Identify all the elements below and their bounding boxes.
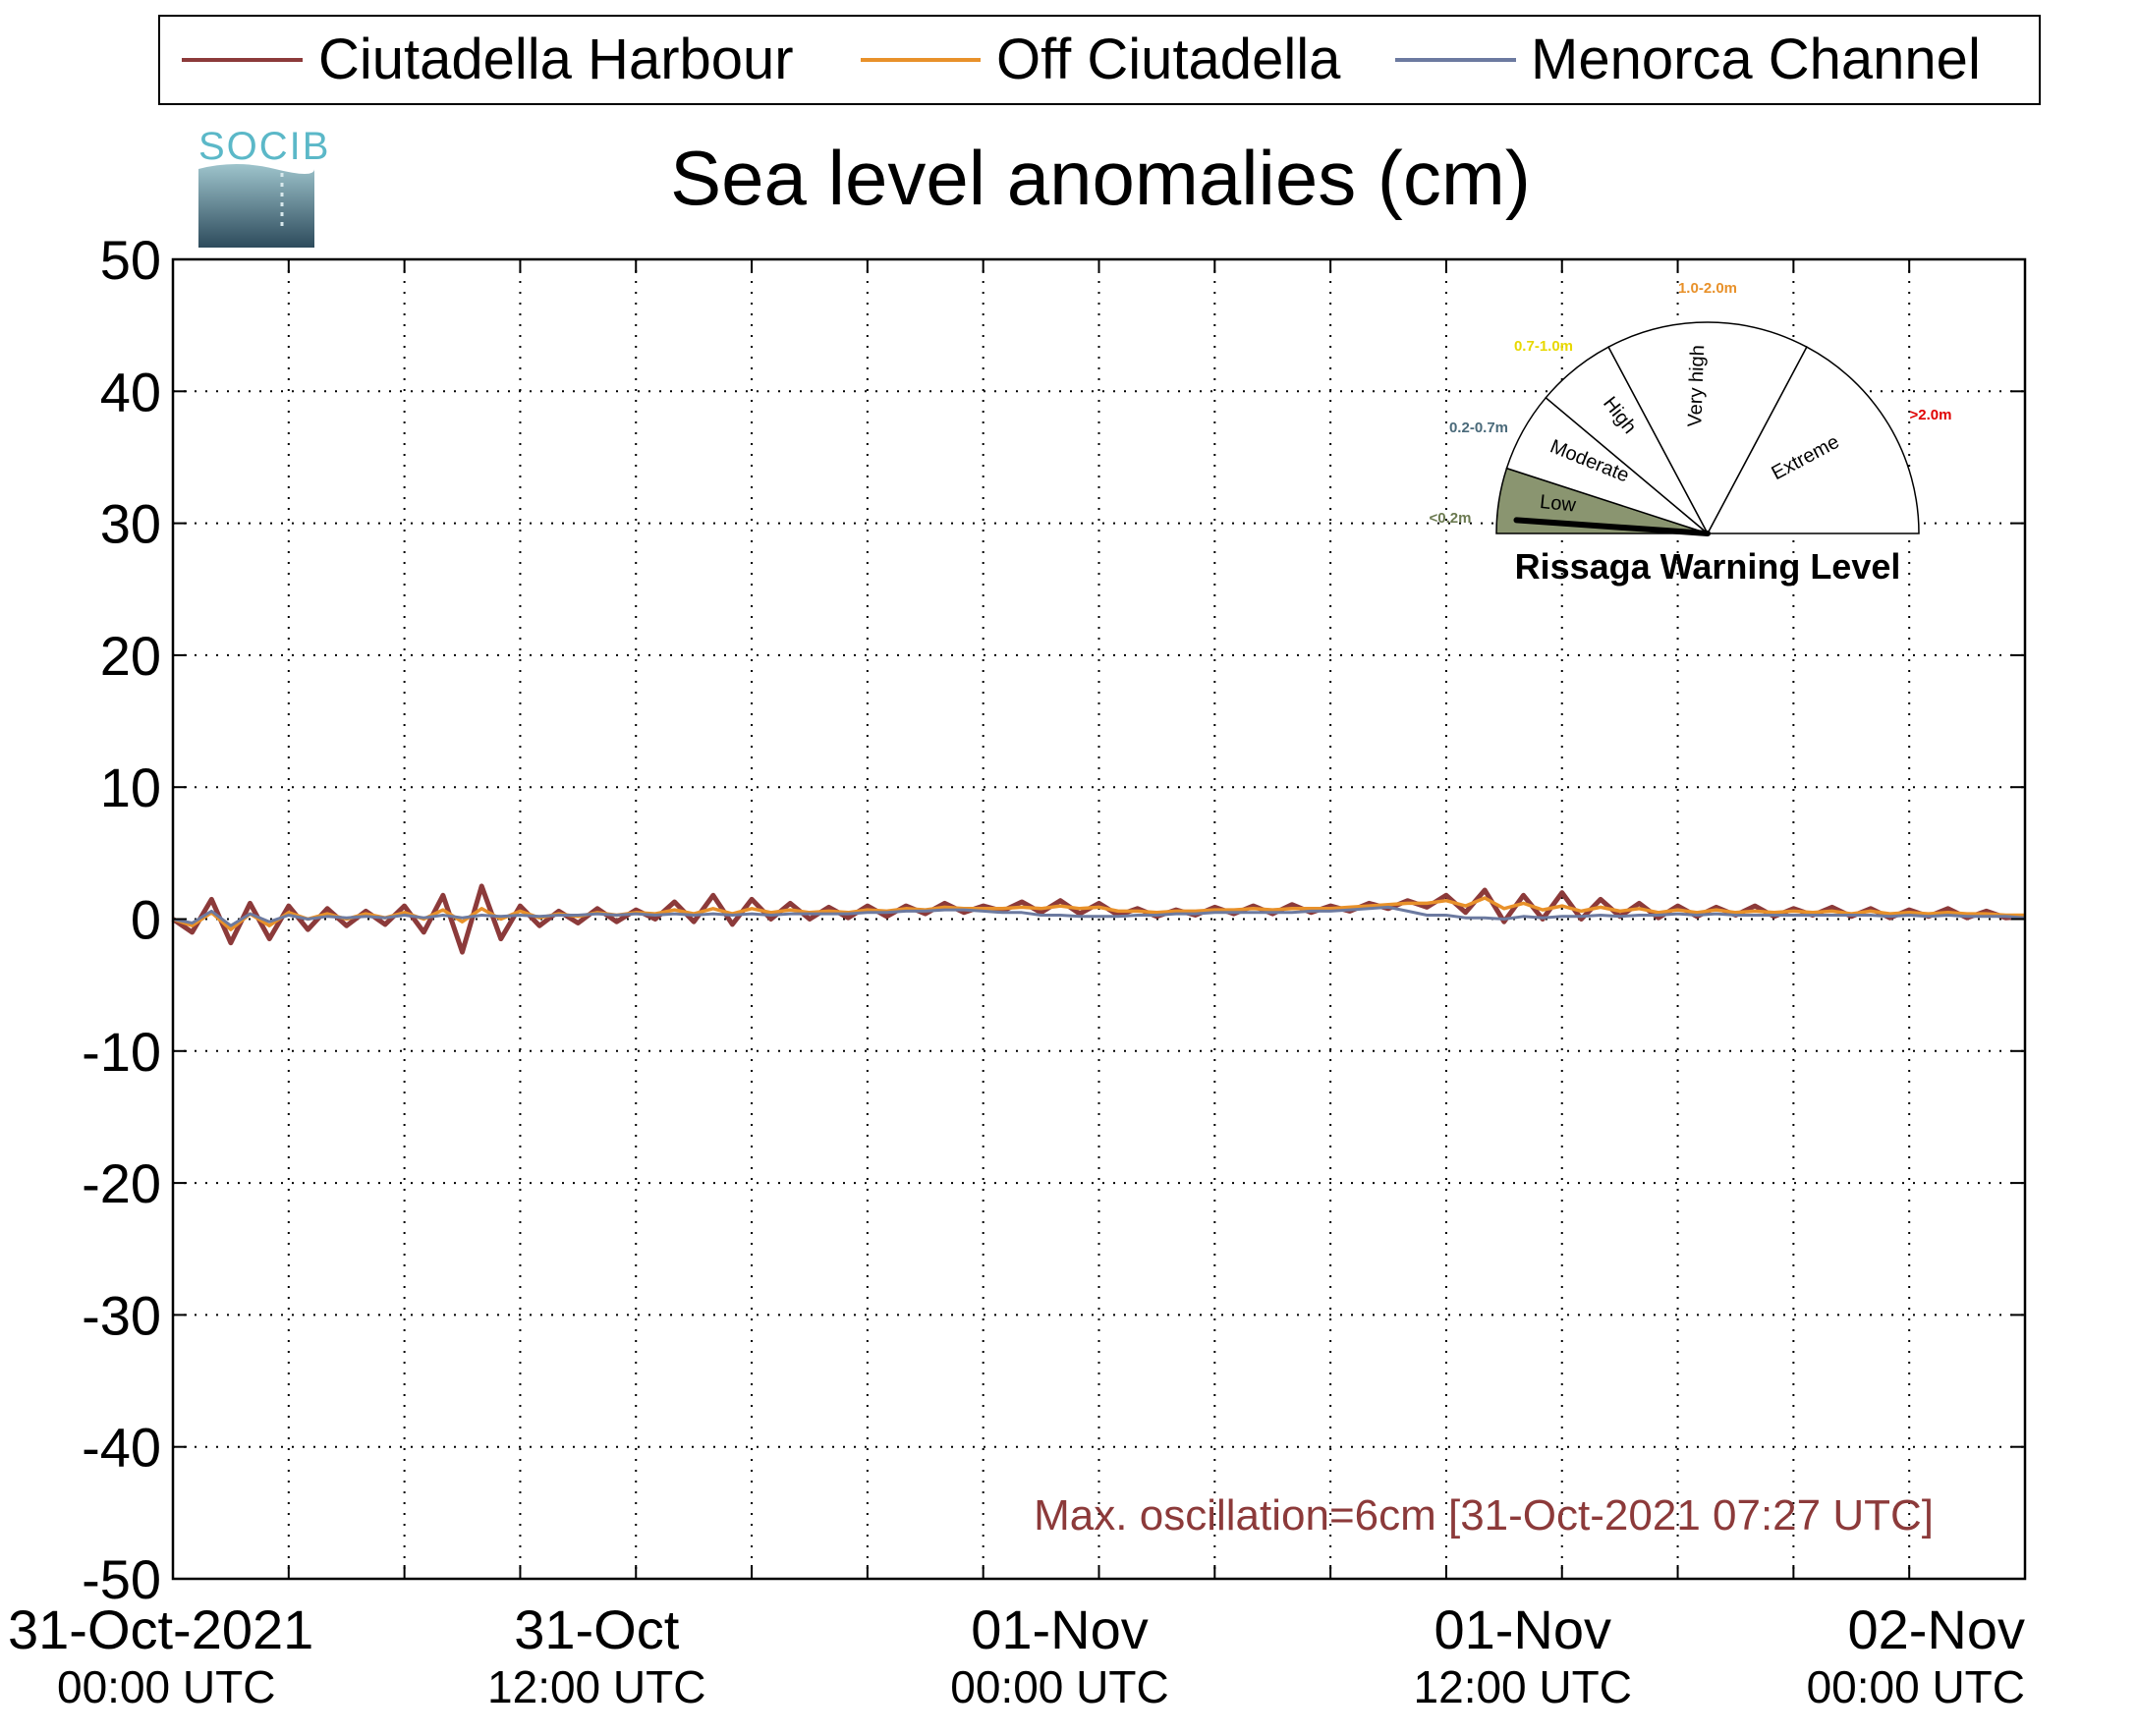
y-tick-label: 50 [100,229,161,291]
x-tick-date-label: 01-Nov [971,1598,1149,1660]
gauge-segment-extreme [1706,346,1920,534]
gauge-title: Rissaga Warning Level [1515,546,1901,587]
logo-text: SOCIB [198,125,330,168]
legend-box [158,15,2041,105]
max-oscillation-annotation: Max. oscillation=6cm [31-Oct-2021 07:27 … [1034,1491,1934,1540]
gauge-segment-very-high [1607,321,1808,535]
y-tick-label: -20 [82,1152,161,1214]
gauge-needle [1513,517,1711,536]
x-tick-date-label: 01-Nov [1434,1598,1611,1660]
gauge-range-label: 0.7-1.0m [1514,338,1573,355]
y-tick-label: -40 [82,1417,161,1479]
series-group [171,883,2026,955]
series-line-menorca-channel [172,905,2026,927]
x-tick-time-label: 12:00 UTC [1414,1661,1632,1712]
gauge-segment-label: Low [1539,491,1577,517]
x-tick-date-label: 02-Nov [1847,1598,2025,1660]
legend-label-off-ciutadella: Off Ciutadella [996,28,1341,91]
series-line-off-ciutadella [172,896,2025,931]
grid [173,259,2025,1579]
y-tick-label: 40 [100,361,161,422]
series-line-ciutadella-harbour [171,883,2026,955]
legend-label-ciutadella-harbour: Ciutadella Harbour [318,28,794,91]
y-tick-label: 20 [100,625,161,687]
gauge-range-label: >2.0m [1910,407,1952,423]
x-tick-date-label: 31-Oct [514,1598,679,1660]
x-tick-time-label: 12:00 UTC [487,1661,705,1712]
y-tick-label: 30 [100,493,161,555]
y-axis: 50 40 30 20 10 0 -10 -20 -30 -40 -50 [82,229,2025,1610]
gauge-segment-label: Very high [1684,345,1709,427]
y-tick-label: 0 [131,889,161,951]
logo-wave-icon [198,164,314,248]
socib-logo: SOCIB [198,125,330,248]
y-tick-label: -30 [82,1284,161,1346]
y-tick-label: 10 [100,756,161,818]
y-tick-label: -10 [82,1021,161,1083]
gauge-range-label: 1.0-2.0m [1678,280,1737,297]
x-tick-time-label: 00:00 UTC [57,1661,275,1712]
legend-label-menorca-channel: Menorca Channel [1531,28,1981,91]
legend: Ciutadella Harbour Off Ciutadella Menorc… [158,15,2041,105]
x-tick-time-label: 00:00 UTC [1807,1661,2025,1712]
gauge-range-label: <0.2m [1430,510,1472,527]
y-tick-label: -50 [82,1548,161,1610]
gauge-range-label: 0.2-0.7m [1449,420,1508,436]
chart-title: Sea level anomalies (cm) [670,135,1531,221]
x-tick-date-label: 31-Oct-2021 [8,1598,313,1660]
x-tick-time-label: 00:00 UTC [950,1661,1168,1712]
